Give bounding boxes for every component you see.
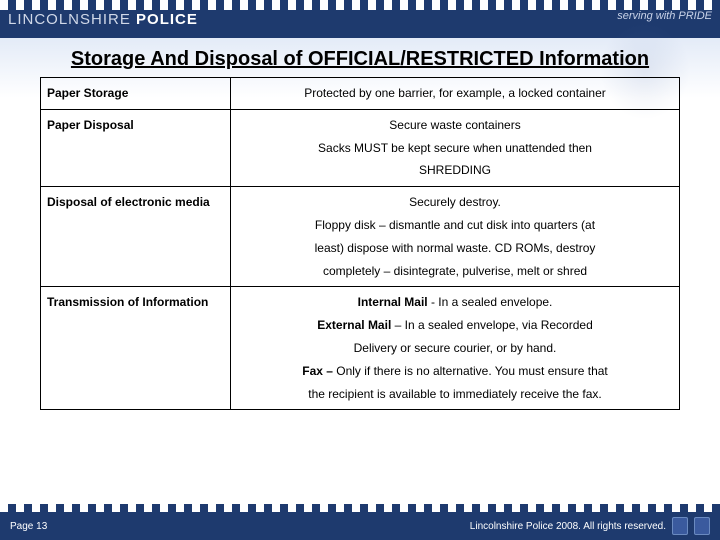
crest-icon <box>672 517 688 535</box>
footer-checker <box>0 504 720 512</box>
table-row: Disposal of electronic mediaSecurely des… <box>41 187 680 287</box>
shield-icon <box>694 517 710 535</box>
row-label: Transmission of Information <box>41 287 231 410</box>
table-row: Transmission of InformationInternal Mail… <box>41 287 680 410</box>
info-table: Paper StorageProtected by one barrier, f… <box>40 77 680 410</box>
row-label: Disposal of electronic media <box>41 187 231 287</box>
row-content: Securely destroy.Floppy disk – dismantle… <box>231 187 680 287</box>
org-name-thin: LINCOLNSHIRE <box>8 11 131 28</box>
row-label: Paper Disposal <box>41 109 231 186</box>
row-label: Paper Storage <box>41 78 231 110</box>
footer-right: Lincolnshire Police 2008. All rights res… <box>470 517 710 535</box>
info-table-wrap: Paper StorageProtected by one barrier, f… <box>40 77 680 410</box>
header-bar: LINCOLNSHIRE POLICE serving with PRIDE <box>0 0 720 38</box>
table-row: Paper StorageProtected by one barrier, f… <box>41 78 680 110</box>
row-content: Internal Mail - In a sealed envelope.Ext… <box>231 287 680 410</box>
org-name: LINCOLNSHIRE POLICE <box>0 11 198 28</box>
tagline: serving with PRIDE <box>617 10 712 22</box>
header-checker <box>0 0 720 10</box>
footer-bar: Page 13 Lincolnshire Police 2008. All ri… <box>0 512 720 540</box>
slide-title: Storage And Disposal of OFFICIAL/RESTRIC… <box>40 48 680 71</box>
copyright: Lincolnshire Police 2008. All rights res… <box>470 521 666 532</box>
row-content: Secure waste containersSacks MUST be kep… <box>231 109 680 186</box>
table-row: Paper DisposalSecure waste containersSac… <box>41 109 680 186</box>
page-number: Page 13 <box>10 521 47 532</box>
org-name-bold: POLICE <box>131 11 198 28</box>
row-content: Protected by one barrier, for example, a… <box>231 78 680 110</box>
